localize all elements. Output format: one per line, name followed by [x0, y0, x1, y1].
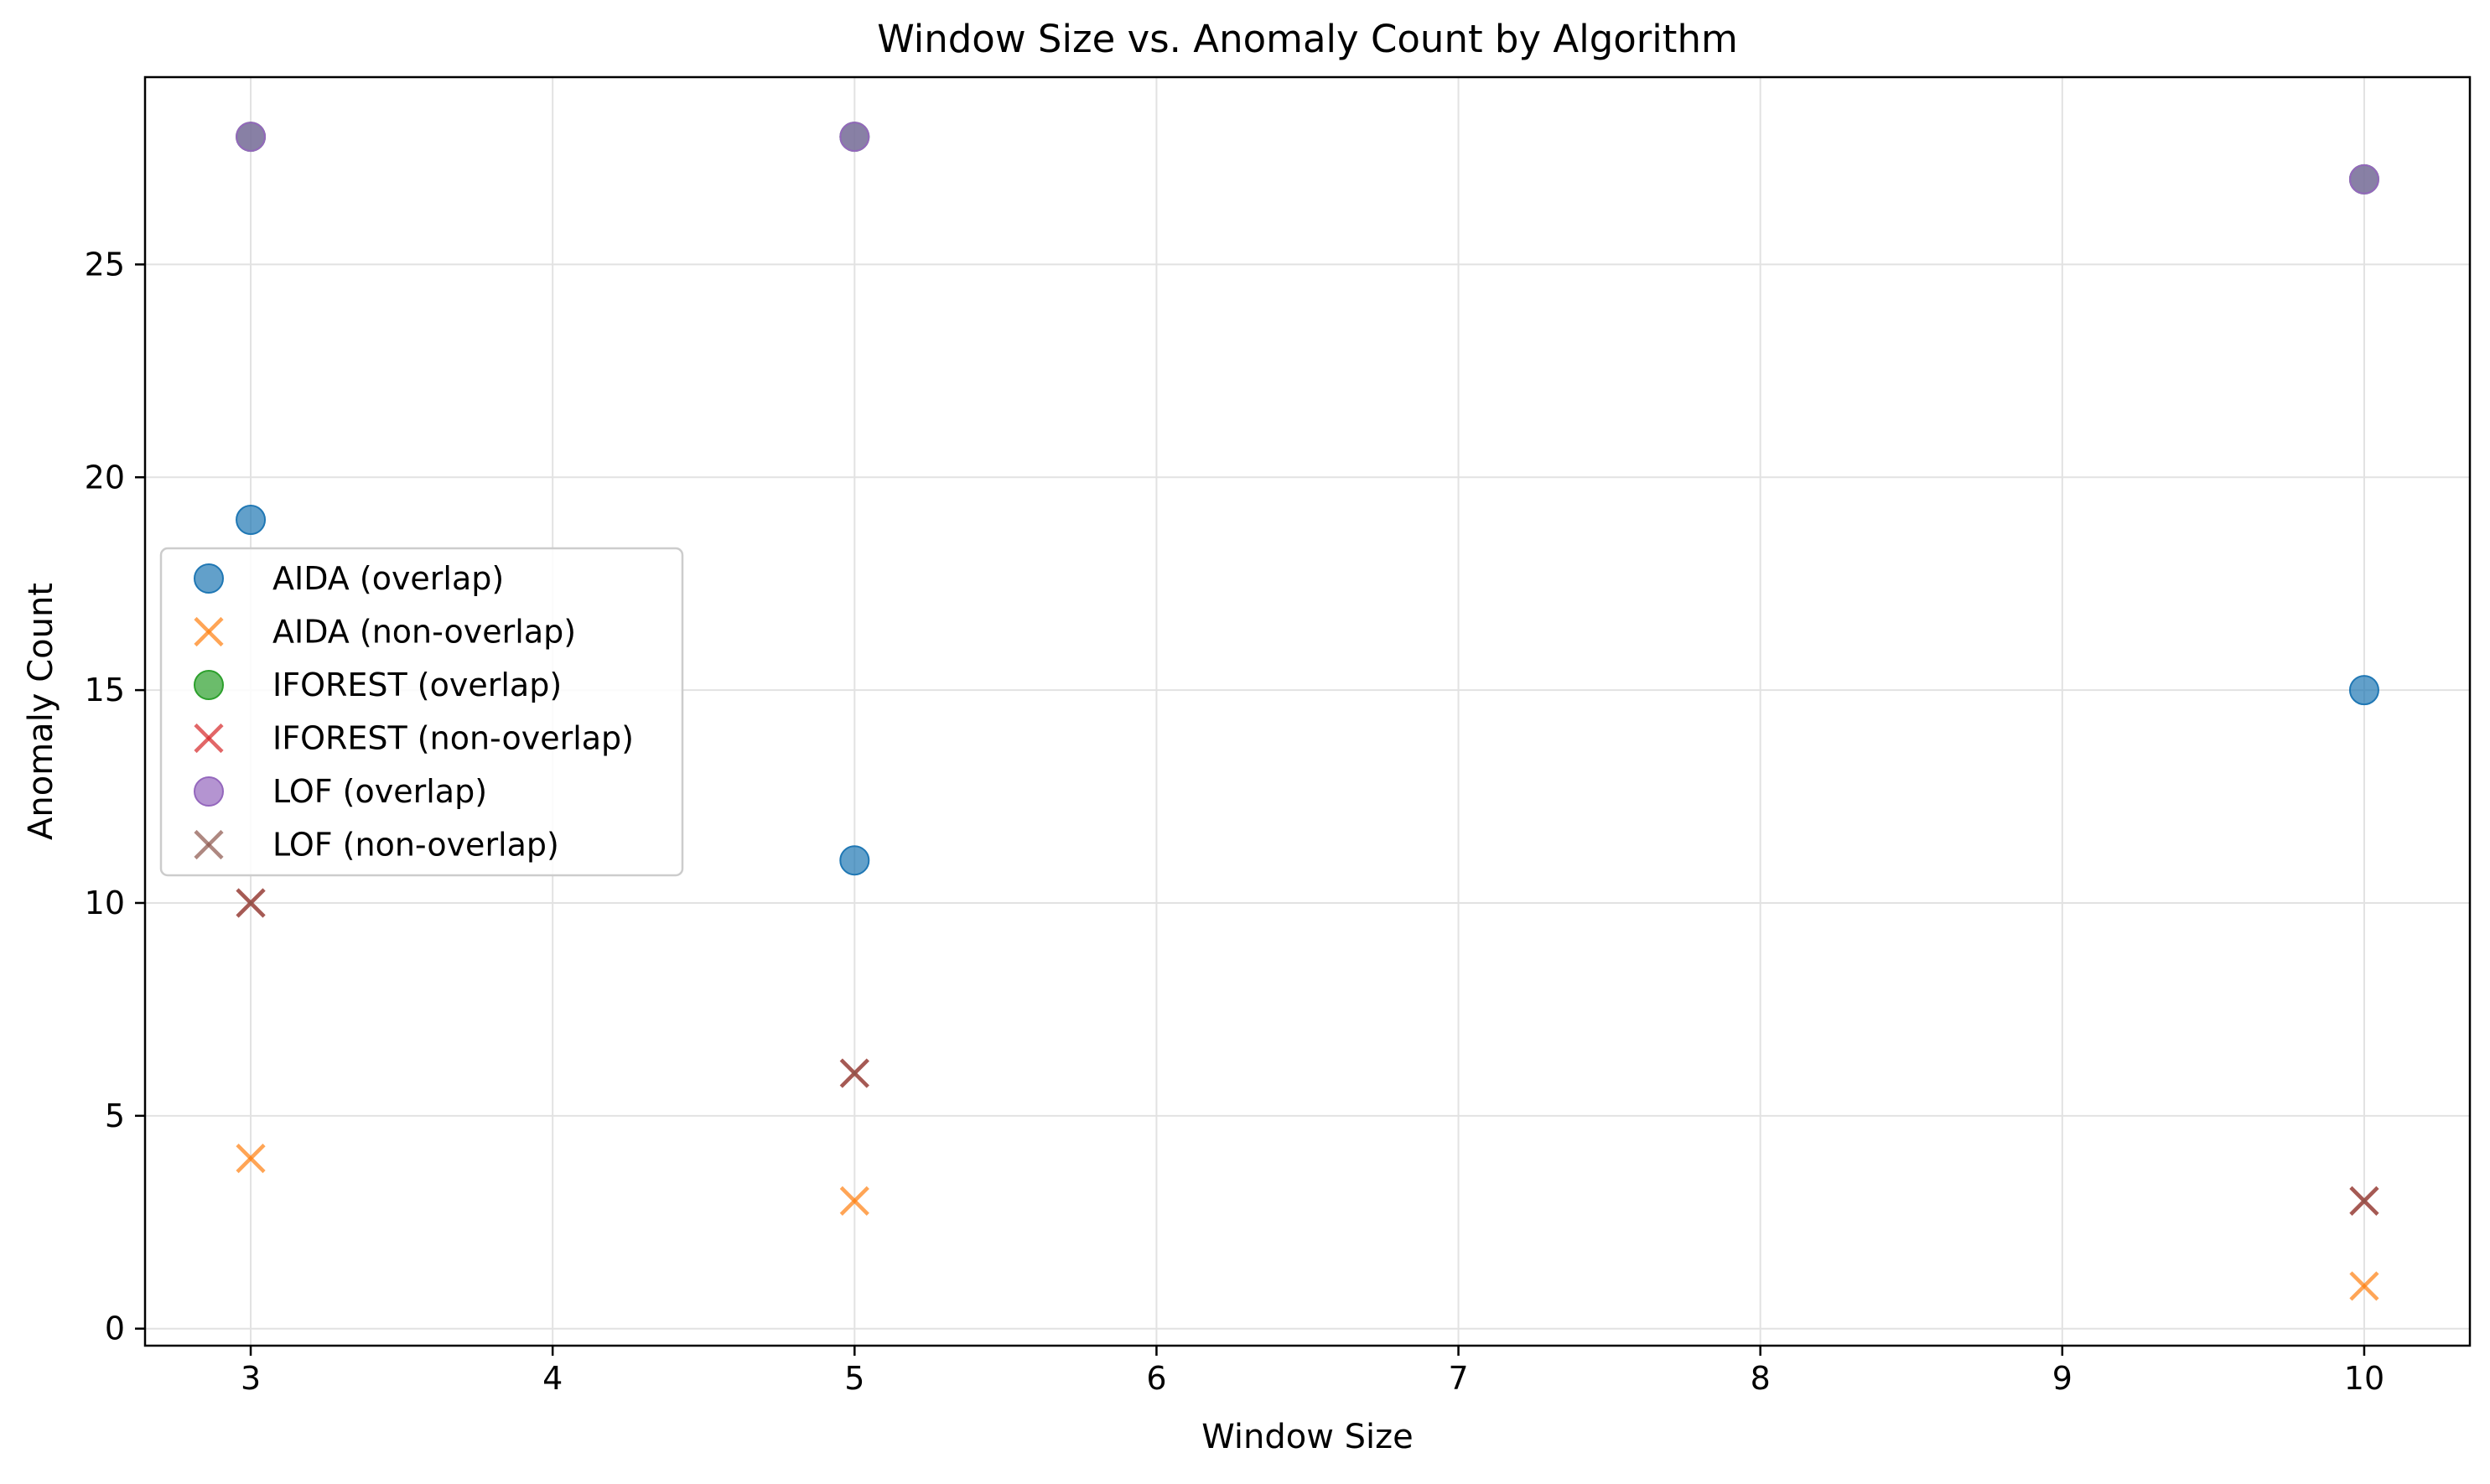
legend-marker: [194, 829, 224, 860]
series-4: [236, 122, 2379, 195]
series-0: [236, 505, 2379, 876]
data-point: [2348, 163, 2379, 195]
x-marker-stroke: [2349, 1186, 2379, 1216]
x-marker-stroke: [839, 1186, 869, 1216]
y-tick-label: 25: [85, 246, 125, 283]
x-marker-stroke: [2349, 1271, 2379, 1301]
x-marker-stroke: [236, 888, 266, 918]
data-point: [839, 122, 870, 153]
legend-label: IFOREST (overlap): [272, 667, 562, 703]
legend-marker: [194, 723, 224, 754]
y-tick-label: 15: [85, 672, 125, 708]
x-tick-label: 3: [241, 1360, 261, 1397]
data-point: [839, 1186, 869, 1216]
data-points: [236, 122, 2379, 1301]
data-point: [839, 1058, 869, 1088]
y-axis-label: Anomaly Count: [22, 583, 60, 840]
legend-marker: [194, 616, 224, 647]
x-tick-label: 5: [844, 1360, 864, 1397]
legend-entry: LOF (non-overlap): [194, 827, 559, 864]
data-point: [236, 122, 267, 153]
y-tick-label: 20: [85, 459, 125, 496]
legend-entry: AIDA (non-overlap): [194, 614, 576, 651]
legend-marker: [194, 776, 224, 807]
data-point: [2348, 675, 2379, 706]
legend-marker: [194, 670, 224, 700]
data-point: [236, 505, 267, 536]
data-point: [2349, 1186, 2379, 1216]
legend-label: AIDA (non-overlap): [272, 614, 576, 651]
series-1: [236, 1144, 2379, 1301]
x-marker-stroke: [194, 616, 224, 647]
legend-label: LOF (overlap): [272, 773, 487, 810]
y-tick-label: 5: [105, 1097, 125, 1134]
chart-title: Window Size vs. Anomaly Count by Algorit…: [877, 17, 1738, 61]
data-point: [236, 888, 266, 918]
legend-entry: IFOREST (non-overlap): [194, 720, 634, 757]
data-point: [236, 1144, 266, 1174]
y-tick-label: 0: [105, 1310, 125, 1347]
x-marker-stroke: [194, 723, 224, 754]
data-point: [839, 845, 870, 876]
legend-label: LOF (non-overlap): [272, 827, 559, 864]
grid: [145, 77, 2470, 1346]
series-5: [236, 888, 2379, 1216]
x-tick-label: 4: [542, 1360, 563, 1397]
axes-frame: [143, 75, 2472, 1347]
x-tick-label: 6: [1146, 1360, 1166, 1397]
x-axis-label: Window Size: [1201, 1418, 1414, 1456]
x-tick-label: 7: [1448, 1360, 1468, 1397]
x-marker-stroke: [194, 829, 224, 860]
x-marker-stroke: [236, 1144, 266, 1174]
legend-entry: IFOREST (overlap): [194, 667, 562, 703]
legend-label: IFOREST (non-overlap): [272, 720, 634, 757]
legend-box: [159, 547, 684, 877]
legend-entry: AIDA (overlap): [194, 560, 504, 597]
y-tick-label: 10: [85, 885, 125, 921]
x-tick-label: 8: [1751, 1360, 1771, 1397]
x-tick-label: 9: [2052, 1360, 2072, 1397]
axis-ticks: 3 4 5 6 7 8 9 10 0 5 10 15 20 25: [85, 246, 2384, 1397]
legend-entry: LOF (overlap): [194, 773, 487, 810]
data-point: [2349, 1271, 2379, 1301]
x-marker-stroke: [839, 1058, 869, 1088]
legend: AIDA (overlap) AIDA (non-overlap) IFOREST …: [159, 547, 684, 877]
legend-label: AIDA (overlap): [272, 560, 504, 597]
legend-marker: [194, 563, 224, 594]
x-tick-label: 10: [2344, 1360, 2384, 1397]
